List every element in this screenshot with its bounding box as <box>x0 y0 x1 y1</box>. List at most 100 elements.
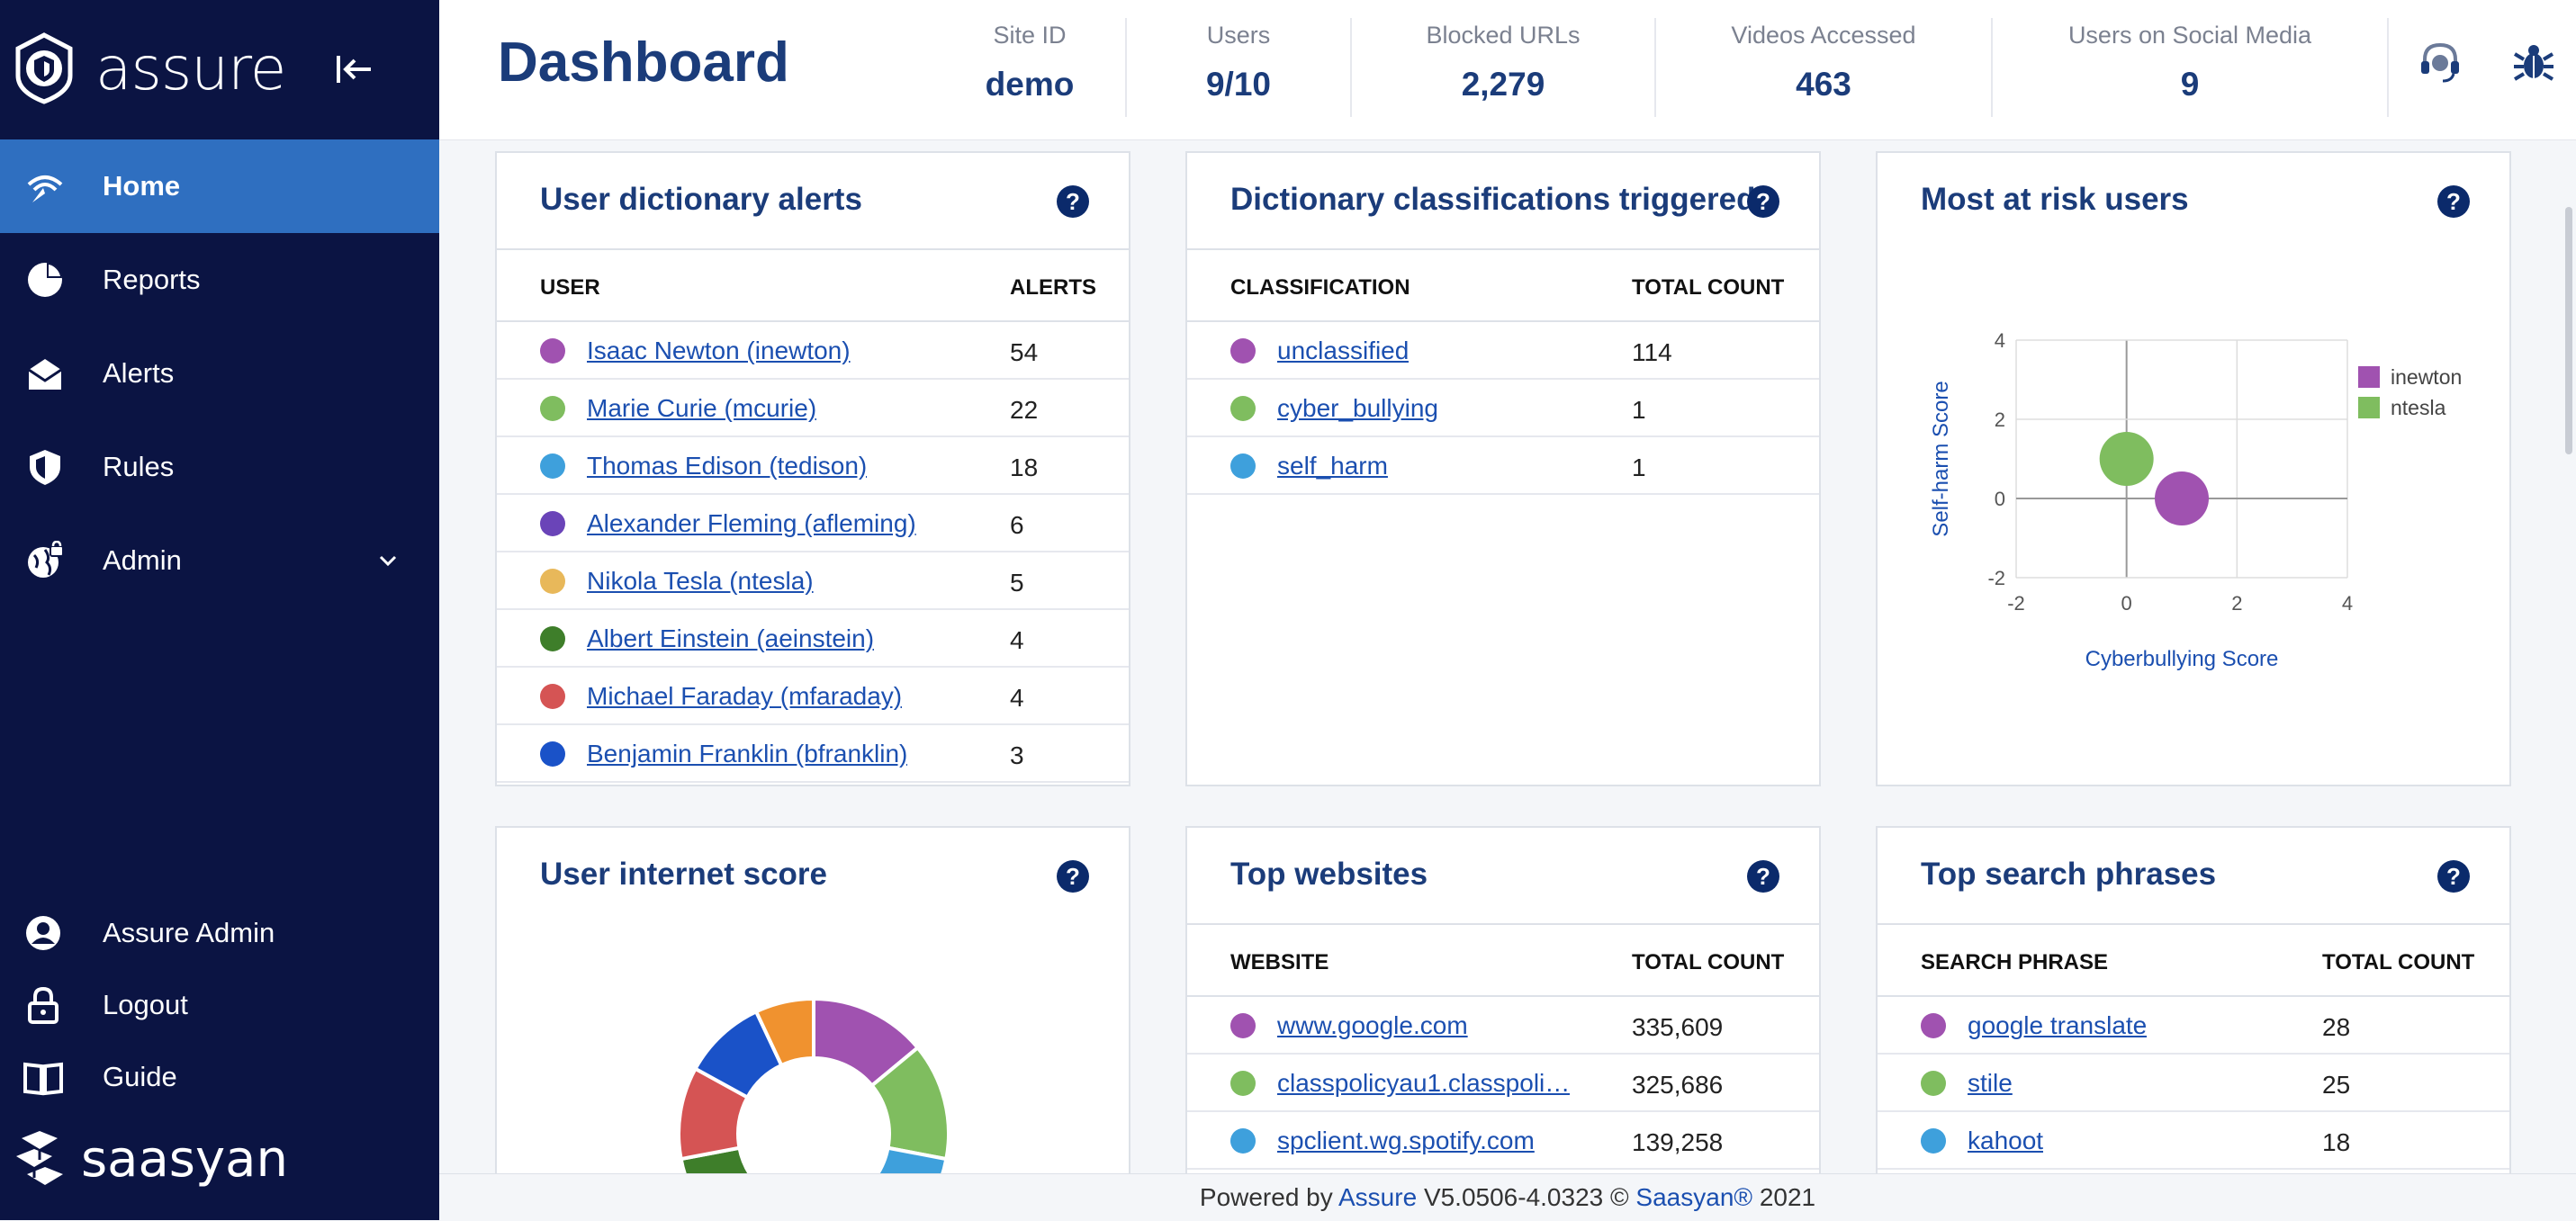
nav-item-rules[interactable]: Rules <box>0 420 439 514</box>
help-icon[interactable]: ? <box>1057 860 1089 893</box>
row-count: 54 <box>1010 338 1039 366</box>
color-dot-icon <box>540 569 565 594</box>
stat-site-id: Site ID demo <box>934 18 1127 117</box>
card-title: Top websites <box>1230 857 1428 892</box>
row-count: 1 <box>1632 396 1646 424</box>
bottom-nav: Assure Admin Logout Guide <box>0 897 439 1113</box>
column-header-total-count: TOTAL COUNT <box>1632 275 1785 300</box>
scatter-point-inewton[interactable] <box>2155 471 2209 525</box>
row-link[interactable]: Isaac Newton (inewton) <box>587 337 851 364</box>
row-link[interactable]: Michael Faraday (mfaraday) <box>587 682 903 710</box>
stat-users-social-media: Users on Social Media 9 <box>1993 18 2389 117</box>
row-link[interactable]: Benjamin Franklin (bfranklin) <box>587 740 908 768</box>
x-axis-title: Cyberbullying Score <box>2085 647 2279 671</box>
bug-report-icon[interactable] <box>2511 40 2556 85</box>
stat-users: Users 9/10 <box>1127 18 1352 117</box>
table-row: www.google.com 335,609 <box>1187 997 1819 1055</box>
nav-item-reports[interactable]: Reports <box>0 233 439 327</box>
table-row: Michael Faraday (mfaraday) 4 <box>497 668 1129 725</box>
row-link[interactable]: stile <box>1968 1069 2013 1097</box>
stat-blocked-urls: Blocked URLs 2,279 <box>1352 18 1656 117</box>
collapse-sidebar-icon[interactable] <box>333 49 374 90</box>
row-link[interactable]: cyber_bullying <box>1277 394 1438 422</box>
row-link[interactable]: www.google.com <box>1277 1011 1468 1039</box>
card-most-at-risk-users: Most at risk users ? -2 0 2 4 -2 0 2 4 Cyberbull… <box>1876 151 2511 786</box>
risk-scatter-chart: -2 0 2 4 -2 0 2 4 Cyberbullying Score Self-harm S… <box>1929 329 2462 671</box>
color-dot-icon <box>540 626 565 651</box>
y-tick-label: 4 <box>1995 329 2005 352</box>
x-tick-label: 0 <box>2121 592 2132 615</box>
row-link[interactable]: spclient.wg.spotify.com <box>1277 1127 1535 1154</box>
nav-label-guide: Guide <box>103 1061 177 1092</box>
x-tick-label: 4 <box>2342 592 2353 615</box>
card-header: Dictionary classifications triggered ? <box>1187 153 1819 250</box>
headset-support-icon[interactable] <box>2418 40 2463 85</box>
row-link[interactable]: kahoot <box>1968 1127 2044 1154</box>
help-icon[interactable]: ? <box>2437 860 2470 893</box>
color-dot-icon <box>540 741 565 767</box>
row-link[interactable]: Marie Curie (mcurie) <box>587 394 817 422</box>
row-link[interactable]: google translate <box>1968 1011 2148 1039</box>
row-count: 3 <box>1010 741 1024 769</box>
brand[interactable]: assure <box>13 32 286 104</box>
row-link[interactable]: classpolicyau1.classpoli… <box>1277 1069 1571 1097</box>
footer-saasyan-link[interactable]: Saasyan® <box>1635 1183 1753 1211</box>
column-header-total-count: TOTAL COUNT <box>1632 950 1785 974</box>
column-header-search-phrase: SEARCH PHRASE <box>1921 950 2109 974</box>
table-body: www.google.com 335,609 classpolicyau1.clas… <box>1187 997 1819 1170</box>
card-title: Dictionary classifications triggered <box>1230 182 1756 217</box>
card-title: User dictionary alerts <box>540 182 862 217</box>
row-link[interactable]: unclassified <box>1277 337 1410 364</box>
legend-swatch <box>2358 397 2380 418</box>
nav-item-logout[interactable]: Logout <box>0 969 439 1041</box>
x-tick-label: 2 <box>2231 592 2242 615</box>
row-link[interactable]: Albert Einstein (aeinstein) <box>587 624 875 652</box>
card-title: User internet score <box>540 857 828 892</box>
nav-item-assure-admin[interactable]: Assure Admin <box>0 897 439 969</box>
sidebar: assure Home Reports <box>0 0 439 1220</box>
nav-label-reports: Reports <box>103 264 201 295</box>
stat-value: 2,279 <box>1461 66 1545 103</box>
help-icon[interactable]: ? <box>1747 860 1779 893</box>
page-scrollbar-thumb[interactable] <box>2565 207 2572 454</box>
row-count: 335,609 <box>1632 1013 1724 1041</box>
table-row: unclassified 114 <box>1187 322 1819 380</box>
card-user-dictionary-alerts: User dictionary alerts ? USER ALERTS Isa… <box>495 151 1130 786</box>
footer: Powered by Assure V5.0506-4.0323 © Saasy… <box>439 1173 2576 1220</box>
chevron-down-icon[interactable] <box>376 549 400 572</box>
book-open-icon <box>23 1062 63 1096</box>
card-header: User dictionary alerts ? <box>497 153 1129 250</box>
help-icon[interactable]: ? <box>1747 185 1779 218</box>
row-link[interactable]: Nikola Tesla (ntesla) <box>587 567 814 595</box>
stat-label: Site ID <box>993 22 1067 49</box>
color-dot-icon <box>1230 453 1256 479</box>
row-count: 25 <box>2322 1071 2351 1099</box>
help-icon[interactable]: ? <box>1057 185 1089 218</box>
internet-score-donut-chart <box>677 996 950 1197</box>
nav-item-home[interactable]: Home <box>0 139 439 233</box>
card-top-search-phrases: Top search phrases ? SEARCH PHRASE TOTAL… <box>1876 826 2511 1204</box>
footer-assure-link[interactable]: Assure <box>1338 1183 1418 1211</box>
y-tick-label: 0 <box>1995 488 2005 510</box>
footer-powered: Powered by <box>1199 1183 1333 1211</box>
table-row: kahoot 18 <box>1878 1112 2509 1170</box>
lock-icon <box>28 986 59 1024</box>
scatter-point-ntesla[interactable] <box>2099 432 2154 486</box>
vendor-name: saasyan <box>81 1129 288 1189</box>
row-count: 325,686 <box>1632 1071 1724 1099</box>
stat-value: 9 <box>2180 66 2200 103</box>
row-link[interactable]: Alexander Fleming (afleming) <box>587 509 916 537</box>
nav-item-admin[interactable]: Admin <box>0 514 439 607</box>
stat-videos-accessed: Videos Accessed 463 <box>1656 18 1993 117</box>
row-link[interactable]: Thomas Edison (tedison) <box>587 452 868 480</box>
table-row: spclient.wg.spotify.com 139,258 <box>1187 1112 1819 1170</box>
row-link[interactable]: self_harm <box>1277 452 1388 480</box>
column-header-website: WEBSITE <box>1230 950 1329 974</box>
donut-slice[interactable] <box>753 996 815 1068</box>
help-icon[interactable]: ? <box>2437 185 2470 218</box>
nav-item-guide[interactable]: Guide <box>0 1041 439 1113</box>
saasyan-mark-icon <box>16 1131 63 1185</box>
table-body: Isaac Newton (inewton) 54 Marie Curie (mcu… <box>497 322 1129 783</box>
nav-item-alerts[interactable]: Alerts <box>0 327 439 420</box>
table-row: self_harm 1 <box>1187 437 1819 495</box>
